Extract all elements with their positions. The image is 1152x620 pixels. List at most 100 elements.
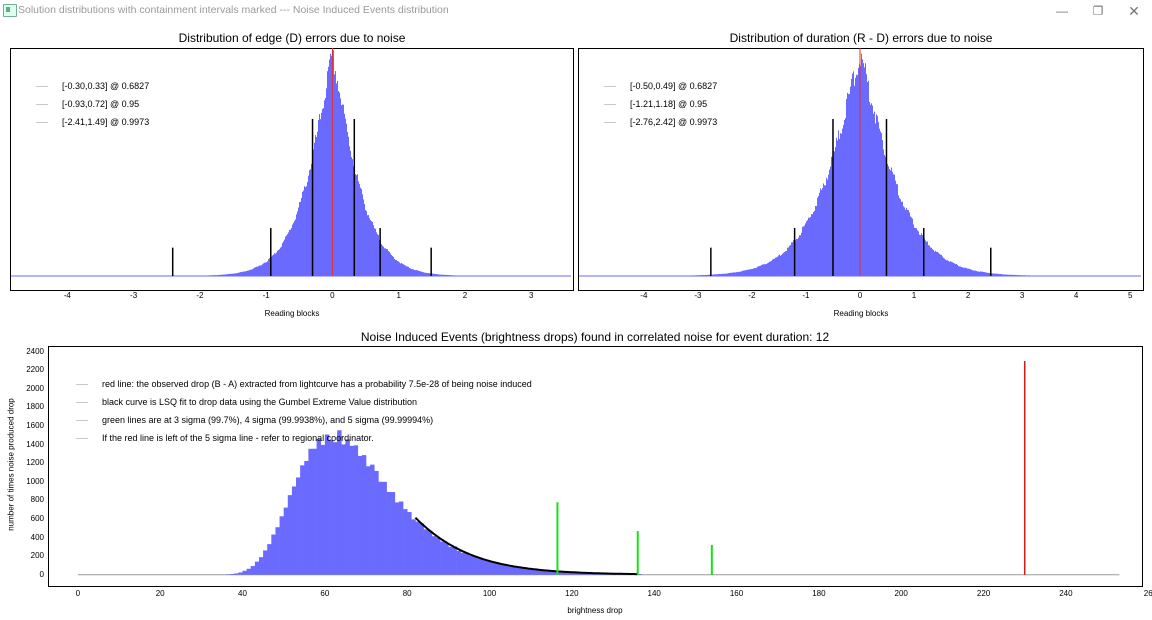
histogram-bar <box>316 439 322 575</box>
y-tick-label: 1000 <box>26 476 44 486</box>
y-tick-label: 800 <box>30 495 44 505</box>
events-chart-x-label: brightness drop <box>567 606 623 615</box>
y-tick-label: 2200 <box>26 365 44 375</box>
histogram-bar <box>341 444 346 575</box>
histogram-bar <box>440 541 445 575</box>
events-chart-legend: red line: the observed drop (B - A) extr… <box>76 375 532 447</box>
duration-chart-legend: [-0.50,0.49] @ 0.6827 [-1.21,1.18] @ 0.9… <box>604 77 717 131</box>
close-button[interactable]: ✕ <box>1128 2 1140 19</box>
x-tick-label: 3 <box>529 291 534 300</box>
legend-swatch <box>76 383 88 385</box>
histogram-bar <box>349 445 354 575</box>
x-tick-label: -2 <box>748 291 756 300</box>
histogram-bar <box>242 570 247 575</box>
y-tick-label: 400 <box>30 532 44 542</box>
legend-swatch <box>604 121 616 123</box>
histogram-bar <box>559 571 564 575</box>
minimize-button[interactable]: — <box>1056 4 1068 18</box>
histogram-bar <box>518 567 523 575</box>
histogram-bar <box>547 570 552 575</box>
legend-label: black curve is LSQ fit to drop data usin… <box>102 397 417 407</box>
histogram-bar <box>345 439 350 575</box>
histogram-bar <box>473 555 478 575</box>
histogram-bar <box>271 534 276 575</box>
histogram-bar <box>543 570 548 575</box>
x-tick-label: 0 <box>330 291 335 300</box>
histogram-bar <box>230 574 235 575</box>
x-tick-label: -3 <box>130 291 138 300</box>
histogram-bar <box>291 486 297 575</box>
histogram-bar <box>279 516 284 575</box>
y-tick-label: 1600 <box>26 421 44 430</box>
histogram-bar <box>308 448 313 575</box>
histogram-bar <box>275 527 280 575</box>
y-tick-label: 200 <box>30 551 44 561</box>
legend-swatch <box>36 85 48 87</box>
histogram-bar <box>444 542 449 575</box>
histogram-bar <box>353 445 359 575</box>
histogram-bar <box>390 492 396 575</box>
x-tick-label: 2 <box>965 291 971 300</box>
y-tick-label: 2400 <box>26 346 44 356</box>
histogram-bar <box>411 519 416 575</box>
legend-label: [-0.93,0.72] @ 0.95 <box>62 99 140 109</box>
legend-swatch <box>76 419 88 421</box>
legend-label: green lines are at 3 sigma (99.7%), 4 si… <box>102 415 434 425</box>
legend-swatch <box>604 85 616 87</box>
histogram-bar <box>522 568 527 575</box>
histogram-bar <box>238 572 243 575</box>
legend-label: [-0.30,0.33] @ 0.6827 <box>62 81 150 91</box>
x-tick-label: 180 <box>812 589 826 598</box>
x-tick-label: 5 <box>1127 291 1133 300</box>
x-tick-label: 240 <box>1059 589 1073 598</box>
histogram-bar <box>489 561 494 575</box>
legend-label: [-1.21,1.18] @ 0.95 <box>630 99 708 109</box>
histogram-bar <box>333 442 338 575</box>
legend-entry: [-0.50,0.49] @ 0.6827 <box>604 77 717 95</box>
y-tick-label: 1200 <box>26 458 44 468</box>
histogram-bar <box>263 550 268 575</box>
window-title: Solution distributions with containment … <box>18 4 449 16</box>
events-chart-y-label: number of times noise produced drop <box>6 398 16 531</box>
x-tick-label: 80 <box>402 589 412 598</box>
histogram-bar <box>452 546 457 575</box>
x-tick-label: -4 <box>640 291 648 300</box>
histogram-bar <box>246 568 252 575</box>
histogram-bar <box>386 491 392 575</box>
y-tick-label: 0 <box>39 569 44 579</box>
histogram-bar <box>258 557 264 575</box>
x-tick-label: 0 <box>857 291 863 300</box>
histogram-bar <box>563 571 569 575</box>
histogram-bar <box>366 466 371 575</box>
y-tick-label: 1800 <box>26 402 44 412</box>
legend-label: [-0.50,0.49] @ 0.6827 <box>630 81 718 91</box>
events-chart-title: Noise Induced Events (brightness drops) … <box>360 330 830 344</box>
legend-label: [-2.76,2.42] @ 0.9973 <box>630 117 718 127</box>
legend-swatch <box>76 437 88 439</box>
x-tick-label: 100 <box>482 589 497 598</box>
histogram-bar <box>514 567 519 575</box>
restore-button[interactable]: ❐ <box>1092 4 1104 18</box>
histogram-bar <box>460 552 466 575</box>
histogram-bar <box>370 464 375 575</box>
histogram-bar <box>538 570 544 575</box>
y-tick-label: 600 <box>30 513 44 523</box>
histogram-bar <box>283 507 289 575</box>
histogram-bar <box>534 569 540 575</box>
x-tick-label: 160 <box>729 589 744 598</box>
histogram-bar <box>415 521 420 575</box>
histogram-bar <box>304 460 309 575</box>
app-icon <box>3 4 17 17</box>
legend-label: [-2.41,1.49] @ 0.9973 <box>62 117 150 127</box>
histogram-bar <box>464 552 470 575</box>
histogram-bar <box>526 568 531 575</box>
x-tick-label: 220 <box>976 589 991 598</box>
legend-label: If the red line is left of the 5 sigma l… <box>102 433 374 443</box>
events-chart-plot <box>48 346 1143 587</box>
x-tick-label: 1 <box>396 291 401 300</box>
x-tick-label: 120 <box>565 589 579 598</box>
x-tick-label: -3 <box>694 291 702 300</box>
x-tick-label: -1 <box>262 291 270 300</box>
